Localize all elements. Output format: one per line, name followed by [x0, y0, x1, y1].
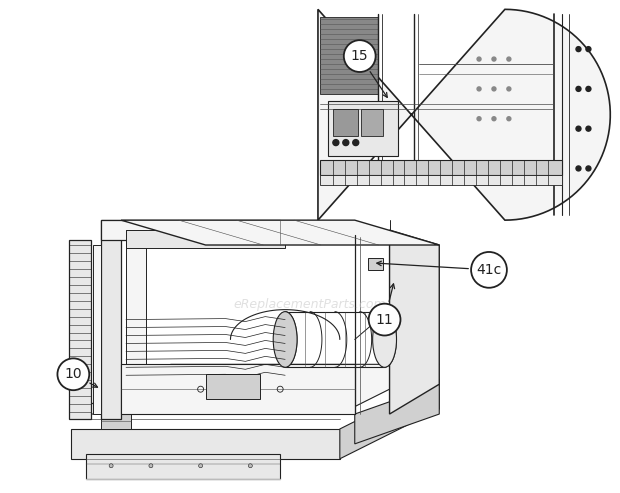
- Circle shape: [477, 117, 481, 121]
- Circle shape: [576, 126, 581, 131]
- Polygon shape: [320, 176, 562, 185]
- Polygon shape: [320, 161, 562, 176]
- Circle shape: [149, 464, 153, 468]
- Circle shape: [492, 117, 496, 121]
- Circle shape: [477, 87, 481, 91]
- Circle shape: [492, 57, 496, 61]
- Circle shape: [586, 126, 591, 131]
- Circle shape: [586, 166, 591, 171]
- Text: 15: 15: [351, 49, 368, 63]
- Polygon shape: [355, 384, 439, 444]
- Circle shape: [477, 57, 481, 61]
- Circle shape: [353, 140, 359, 145]
- Polygon shape: [69, 240, 91, 419]
- Circle shape: [586, 86, 591, 91]
- Circle shape: [507, 117, 511, 121]
- Polygon shape: [126, 230, 146, 414]
- Circle shape: [576, 166, 581, 171]
- Polygon shape: [328, 101, 397, 155]
- Polygon shape: [389, 230, 439, 414]
- Polygon shape: [86, 454, 280, 479]
- Polygon shape: [320, 17, 378, 94]
- Circle shape: [576, 86, 581, 91]
- Polygon shape: [318, 9, 610, 220]
- Text: 10: 10: [64, 367, 82, 381]
- Polygon shape: [71, 364, 439, 414]
- Polygon shape: [126, 230, 285, 248]
- Circle shape: [507, 87, 511, 91]
- Polygon shape: [101, 220, 121, 419]
- Polygon shape: [121, 364, 355, 414]
- Circle shape: [198, 464, 203, 468]
- Circle shape: [109, 464, 113, 468]
- Circle shape: [249, 464, 252, 468]
- Circle shape: [333, 140, 339, 145]
- Circle shape: [471, 252, 507, 288]
- Polygon shape: [333, 109, 358, 136]
- Polygon shape: [121, 220, 439, 245]
- Polygon shape: [340, 379, 439, 459]
- Circle shape: [576, 47, 581, 52]
- Polygon shape: [101, 220, 280, 240]
- Ellipse shape: [373, 312, 397, 367]
- Text: 41c: 41c: [476, 263, 502, 277]
- Polygon shape: [93, 245, 101, 414]
- Circle shape: [492, 87, 496, 91]
- Circle shape: [586, 47, 591, 52]
- Circle shape: [369, 304, 401, 336]
- Polygon shape: [101, 414, 131, 429]
- Circle shape: [344, 40, 376, 72]
- Polygon shape: [368, 258, 383, 270]
- Circle shape: [58, 358, 89, 390]
- Ellipse shape: [273, 312, 297, 367]
- Polygon shape: [71, 429, 340, 459]
- Polygon shape: [361, 109, 383, 136]
- Circle shape: [507, 57, 511, 61]
- Circle shape: [343, 140, 349, 145]
- Polygon shape: [206, 374, 260, 399]
- Text: 11: 11: [376, 313, 394, 326]
- Text: eReplacementParts.com: eReplacementParts.com: [234, 298, 386, 311]
